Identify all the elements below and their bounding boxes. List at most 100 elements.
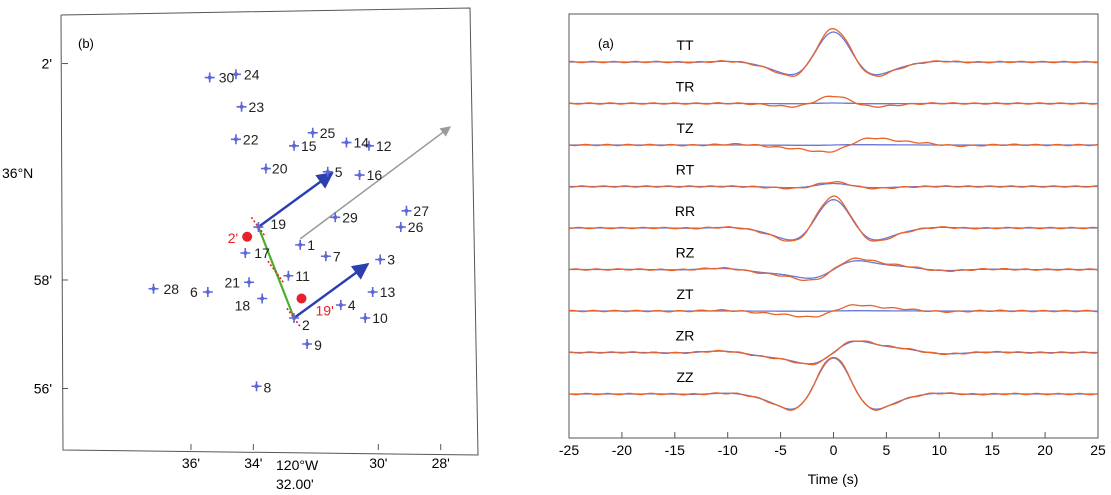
station-label: 27 <box>413 203 429 219</box>
station-8: 8 <box>251 379 272 395</box>
direction-arrow-2 <box>293 263 370 319</box>
station-17: 17 <box>240 245 270 261</box>
station-dot <box>344 140 349 145</box>
observed-trace <box>568 181 1098 190</box>
station-label: 1 <box>307 237 315 253</box>
station-14: 14 <box>341 135 369 151</box>
station-dot <box>305 342 310 347</box>
station-label: 29 <box>342 209 358 225</box>
trace-label: TZ <box>676 120 694 136</box>
station-28: 28 <box>148 281 179 297</box>
trace-zz: ZZ <box>568 356 1099 411</box>
station-dot <box>260 296 265 301</box>
station-label: 12 <box>376 138 392 154</box>
station-label: 30 <box>219 70 235 86</box>
trace-label: ZZ <box>676 369 694 385</box>
observed-trace <box>568 195 1099 242</box>
station-label: 23 <box>249 99 265 115</box>
station-22: 22 <box>230 131 259 147</box>
reference-arrow <box>299 126 452 240</box>
waveform-x-ticks: -25 -20 -15 -10 -5 0 5 10 15 20 25 <box>559 432 1106 458</box>
map-axis-ticks: 36' 34' 30' 28' 2' 58' 56' <box>34 56 450 471</box>
station-26: 26 <box>395 219 424 235</box>
station-12: 12 <box>363 138 392 154</box>
station-dot <box>254 384 259 389</box>
waveform-panel-label: (a) <box>598 36 614 51</box>
station-dot <box>333 215 338 220</box>
waveform-x-tick-label: 25 <box>1090 442 1106 458</box>
waveform-x-tick-label: -10 <box>718 442 738 458</box>
station-label: 24 <box>244 66 260 82</box>
map-ylabel: 36°N <box>2 165 33 181</box>
station-label: 9 <box>314 337 322 353</box>
station-3: 3 <box>375 252 395 268</box>
virtual-source-label: 2' <box>228 230 238 246</box>
station-label: 14 <box>353 135 369 151</box>
waveform-x-tick-label: 10 <box>932 442 948 458</box>
station-label: 20 <box>272 161 288 177</box>
trace-label: ZT <box>676 286 694 302</box>
station-label: 25 <box>320 125 336 141</box>
station-19: 19 <box>253 216 286 233</box>
station-dot <box>325 169 330 174</box>
station-dot <box>207 75 212 80</box>
trace-label: RZ <box>676 245 695 261</box>
station-10: 10 <box>360 310 388 326</box>
station-label: 4 <box>348 297 356 313</box>
waveform-x-tick-label: -15 <box>665 442 685 458</box>
synthetic-trace <box>569 199 1098 241</box>
map-y-tick-label: 56' <box>34 381 52 397</box>
wavefront-mid <box>267 260 286 285</box>
station-dot <box>256 225 261 230</box>
synthetic-trace <box>569 357 1098 410</box>
station-label: 19 <box>270 216 286 232</box>
station-4: 4 <box>335 297 356 313</box>
station-29: 29 <box>330 209 358 225</box>
trace-rr: RR <box>568 195 1099 242</box>
station-markers: 1234567891011121314151617181920212223242… <box>148 66 429 395</box>
station-2: 2 <box>289 313 310 333</box>
station-27: 27 <box>401 203 429 219</box>
station-18: 18 <box>235 293 268 314</box>
waveform-xlabel: Time (s) <box>808 471 859 487</box>
station-5: 5 <box>322 164 343 180</box>
station-9: 9 <box>302 337 322 353</box>
station-label: 8 <box>264 379 272 395</box>
station-dot <box>398 225 403 230</box>
trace-tr: TR <box>568 79 1099 108</box>
station-label: 22 <box>243 131 259 147</box>
station-label: 6 <box>190 284 198 300</box>
station-25: 25 <box>307 125 336 141</box>
station-map-panel: (b) 36°N 120°W 32.00' 36' 34' 30' 28' 2' 58' 5… <box>2 7 479 492</box>
station-label: 18 <box>235 298 251 314</box>
station-dot <box>378 257 383 262</box>
observed-trace <box>568 356 1099 411</box>
station-23: 23 <box>236 99 265 115</box>
virtual-source-dot <box>242 231 253 242</box>
station-dot <box>233 137 238 142</box>
observed-trace <box>568 257 1099 282</box>
station-dot <box>292 143 297 148</box>
station-dot <box>233 72 238 77</box>
station-15: 15 <box>289 138 317 154</box>
station-dot <box>310 130 315 135</box>
trace-label: TT <box>676 37 694 53</box>
virtual-source-markers: 2' 19' <box>228 230 334 319</box>
virtual-source-2: 19' <box>296 293 334 319</box>
station-dot <box>151 286 156 291</box>
station-6: 6 <box>190 284 213 300</box>
station-label: 15 <box>301 138 317 154</box>
virtual-source-dot <box>296 293 307 304</box>
station-label: 13 <box>380 284 396 300</box>
station-24: 24 <box>230 66 260 82</box>
map-frame <box>60 7 479 456</box>
trace-rt: RT <box>568 162 1098 190</box>
map-x-tick-label: 36' <box>182 455 200 471</box>
map-x-tick-label: 28' <box>432 455 450 471</box>
waveform-frame <box>568 13 1099 439</box>
waveform-panel: (a) Time (s) -25 -20 -15 -10 -5 0 5 10 15 20 25 TT… <box>559 13 1106 487</box>
trace-rz: RZ <box>568 245 1099 282</box>
station-dot <box>298 242 303 247</box>
virtual-source-label: 19' <box>316 303 334 319</box>
trace-label: RT <box>676 162 695 178</box>
